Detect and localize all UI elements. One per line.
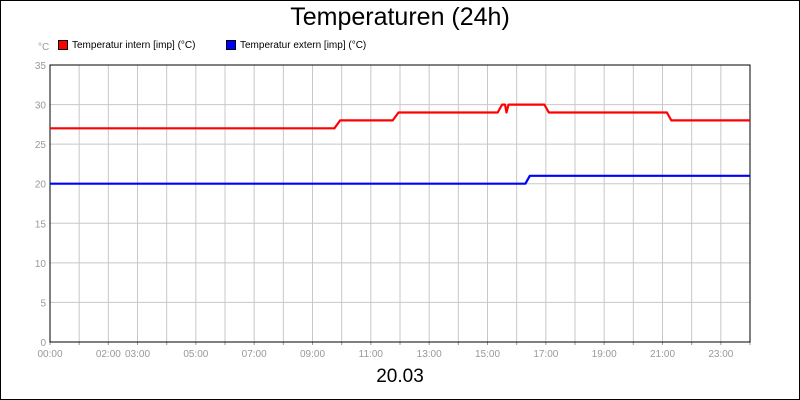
y-tick-label: 0 xyxy=(40,338,46,349)
y-tick-label: 35 xyxy=(35,61,47,72)
y-tick-label: 30 xyxy=(35,101,47,112)
y-axis-unit: °C xyxy=(38,42,50,53)
x-tick-label: 09:00 xyxy=(300,349,325,360)
y-tick-label: 25 xyxy=(35,140,47,151)
x-tick-label: 17:00 xyxy=(533,349,558,360)
x-tick-label: 15:00 xyxy=(475,349,500,360)
legend-label-extern: Temperatur extern [imp] (°C) xyxy=(240,39,367,51)
series-line-intern xyxy=(50,103,750,130)
x-tick-label: 19:00 xyxy=(592,349,617,360)
x-tick-label: 05:00 xyxy=(183,349,208,360)
x-tick-label: 00:00 xyxy=(37,349,62,360)
x-tick-label: 21:00 xyxy=(650,349,675,360)
chart-title: Temperaturen (24h) xyxy=(290,3,510,31)
y-tick-label: 10 xyxy=(35,259,47,270)
x-axis-date-label: 20.03 xyxy=(376,366,424,387)
y-tick-label: 20 xyxy=(35,180,47,191)
series-line-extern xyxy=(50,174,750,185)
legend-swatch-extern xyxy=(226,40,236,50)
x-tick-label: 23:00 xyxy=(708,349,733,360)
x-tick-label: 13:00 xyxy=(417,349,442,360)
legend-item-intern: Temperatur intern [imp] (°C) xyxy=(58,38,195,52)
y-tick-label: 15 xyxy=(35,219,47,230)
x-tick-label: 07:00 xyxy=(242,349,267,360)
x-tick-label: 11:00 xyxy=(359,349,384,360)
x-tick-label: 02:00 xyxy=(96,349,121,360)
legend-swatch-intern xyxy=(58,40,68,50)
x-tick-label: 03:00 xyxy=(125,349,150,360)
plot-area-border xyxy=(49,64,751,343)
legend-label-intern: Temperatur intern [imp] (°C) xyxy=(72,39,196,51)
y-tick-label: 5 xyxy=(40,298,46,309)
legend-item-extern: Temperatur extern [imp] (°C) xyxy=(226,38,366,52)
